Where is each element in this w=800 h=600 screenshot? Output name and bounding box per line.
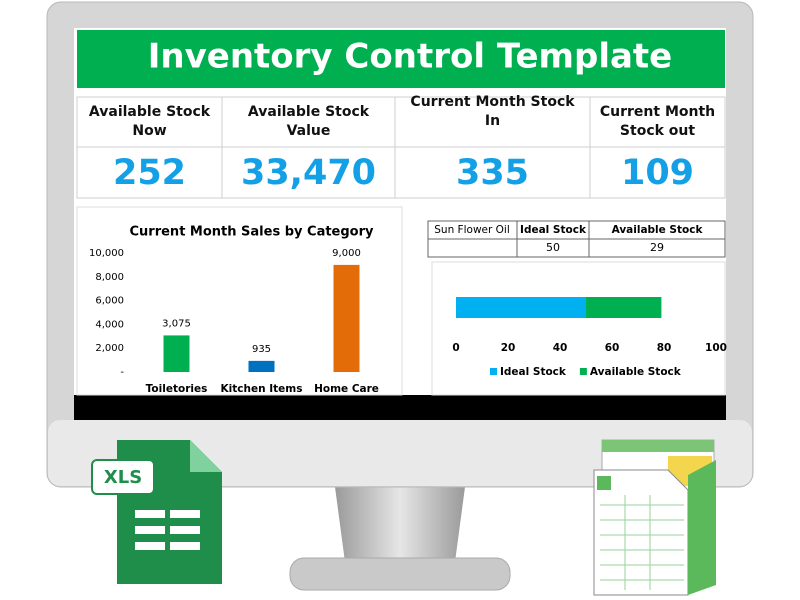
y-tick-label: 6,000 bbox=[95, 296, 124, 307]
x-tick-label: Home Care bbox=[314, 383, 379, 395]
kpi-label: Current Month Stock out bbox=[599, 104, 716, 139]
bar bbox=[333, 264, 360, 372]
bar-segment bbox=[456, 297, 586, 318]
kpi-value: 335 bbox=[455, 152, 530, 193]
legend-label: Ideal Stock bbox=[500, 366, 567, 378]
x-tick-label: Toiletories bbox=[146, 383, 208, 395]
xls-fold bbox=[190, 440, 222, 472]
kpi-value: 252 bbox=[112, 152, 187, 193]
title: Inventory Control Template bbox=[148, 37, 672, 77]
bar bbox=[163, 335, 190, 372]
x-tick-label: 80 bbox=[657, 342, 672, 354]
y-tick-label: 2,000 bbox=[95, 343, 124, 354]
y-tick-label: 8,000 bbox=[95, 272, 124, 283]
table-header: Available Stock bbox=[612, 224, 704, 236]
stock-panel bbox=[431, 261, 726, 396]
kpi-value: 109 bbox=[620, 152, 695, 193]
bar bbox=[248, 360, 275, 372]
x-tick-label: Kitchen Items bbox=[221, 383, 303, 395]
monitor-neck bbox=[335, 487, 465, 562]
x-tick-label: 40 bbox=[553, 342, 568, 354]
kpi-value: 33,470 bbox=[240, 152, 377, 193]
y-tick-label: 4,000 bbox=[95, 319, 124, 330]
y-tick-label: - bbox=[120, 367, 124, 378]
title-bar bbox=[77, 30, 725, 88]
table-cell: 29 bbox=[650, 241, 664, 254]
kpi-label: Available Stock Value bbox=[247, 104, 370, 139]
legend-label: Available Stock bbox=[590, 366, 682, 378]
screen-strip bbox=[74, 395, 726, 420]
table-cell: 50 bbox=[546, 241, 560, 254]
legend-swatch bbox=[490, 368, 497, 375]
x-tick-label: 100 bbox=[705, 342, 727, 354]
monitor-chin bbox=[48, 420, 752, 486]
value-label: 9,000 bbox=[332, 248, 361, 259]
table-header: Sun Flower Oil bbox=[434, 224, 510, 236]
sheet-icon bbox=[593, 439, 716, 596]
x-tick-label: 60 bbox=[605, 342, 620, 354]
table-grid bbox=[427, 220, 726, 258]
xls-label: XLS bbox=[104, 467, 142, 488]
xls-badge bbox=[91, 459, 155, 495]
kpi-grid bbox=[76, 96, 726, 199]
legend-swatch bbox=[579, 368, 587, 375]
y-tick-label: 10,000 bbox=[89, 248, 124, 259]
kpi-label: Available Stock Now bbox=[88, 104, 211, 139]
xls-grid bbox=[135, 510, 200, 550]
bar-segment bbox=[586, 297, 662, 318]
x-tick-label: 20 bbox=[501, 342, 516, 354]
monitor-base bbox=[289, 557, 511, 591]
table-header: Ideal Stock bbox=[520, 224, 587, 236]
kpi-label: Current Month Stock In bbox=[410, 94, 575, 129]
x-tick-label: 0 bbox=[452, 342, 459, 354]
value-label: 3,075 bbox=[162, 318, 191, 329]
chart-title: Current Month Sales by Category bbox=[130, 225, 375, 240]
value-label: 935 bbox=[252, 344, 271, 355]
